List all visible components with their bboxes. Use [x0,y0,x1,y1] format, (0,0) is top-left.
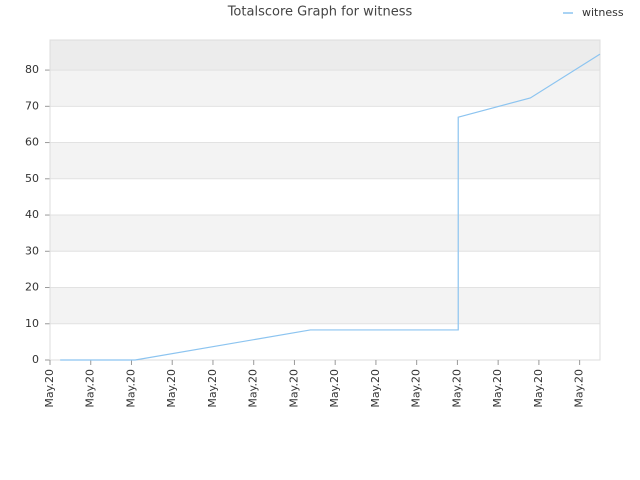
x-tick-label: May.20 [165,369,178,408]
x-tick-label: May.20 [328,369,341,408]
x-tick-label: May.20 [124,369,137,408]
legend-label: witness [582,6,624,19]
y-tick-label: 30 [25,244,39,257]
plot-border [49,39,601,361]
x-tick-label: May.20 [573,369,586,408]
y-tick-label: 0 [32,353,39,366]
y-tick-label: 50 [25,172,39,185]
chart-title: Totalscore Graph for witness [227,5,413,20]
line [60,53,601,361]
y-tick-label: 10 [25,317,39,330]
x-tick-label: May.20 [532,369,545,408]
y-tick-label: 40 [25,208,39,221]
x-tick-label: May.20 [287,369,300,408]
y-tick-label: 80 [25,63,39,76]
x-tick-label: May.20 [84,369,97,408]
band [50,215,600,252]
x-tick-label: May.20 [206,369,219,408]
x-tick-label: May.20 [450,369,463,408]
band [50,287,600,324]
x-tick-label: May.20 [247,369,260,408]
y-tick-label: 20 [25,281,39,294]
y-tick-label: 60 [25,136,39,149]
band [50,70,600,107]
x-tick-label: May.20 [410,369,423,408]
x-tick-label: May.20 [369,369,382,408]
y-tick-label: 70 [25,99,39,112]
x-tick-label: May.20 [43,369,56,408]
x-tick-label: May.20 [491,369,504,408]
band [50,142,600,179]
band [50,40,600,71]
